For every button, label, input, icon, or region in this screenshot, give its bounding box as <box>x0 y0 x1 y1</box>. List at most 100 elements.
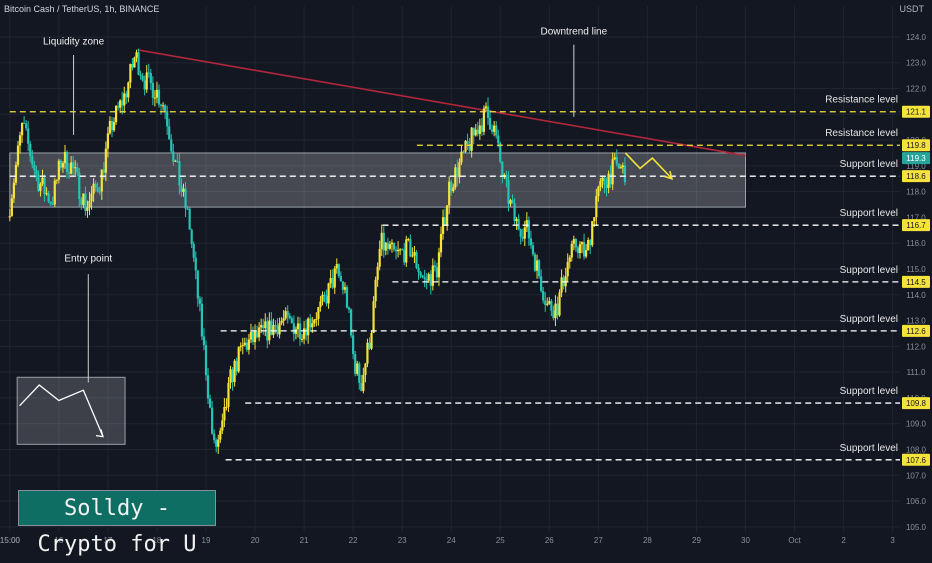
price-tick: 105.0 <box>906 523 927 532</box>
candle-body <box>37 174 40 191</box>
candle-body <box>411 255 414 257</box>
level-label: Resistance level <box>825 128 898 139</box>
candle-body <box>343 287 347 290</box>
price-tick: 112.0 <box>906 342 926 351</box>
candle-body <box>425 279 428 281</box>
candle-body <box>294 329 298 334</box>
candle-body <box>251 331 255 343</box>
level-price-tag <box>902 105 930 118</box>
candle-body <box>76 167 79 173</box>
candle-body <box>296 323 300 330</box>
candle-body <box>507 179 510 204</box>
level-label: Support level <box>840 159 898 170</box>
candle-body <box>380 232 383 249</box>
candle-body <box>98 191 101 193</box>
candle-body <box>184 188 187 209</box>
candle-body <box>356 363 359 374</box>
downtrend-line <box>137 49 746 157</box>
candle-body <box>599 180 602 187</box>
candle-body <box>544 300 547 305</box>
level-price-text: 109.8 <box>906 399 927 408</box>
candle-body <box>509 200 512 204</box>
time-tick: 3 <box>890 536 895 545</box>
level-label: Support level <box>840 386 898 397</box>
projection-arrowhead <box>664 170 674 180</box>
example-pattern-line <box>19 384 104 437</box>
candle-body <box>431 265 434 286</box>
current-price-tag <box>902 152 930 165</box>
level-price-text: 118.6 <box>906 172 926 181</box>
candle-body <box>476 129 479 134</box>
candle-body <box>137 52 140 75</box>
candle-body <box>133 57 136 68</box>
price-tick: 118.0 <box>906 188 926 197</box>
candle-body <box>429 274 432 286</box>
candle-body <box>360 382 363 391</box>
downtrend-line-label: Downtrend line <box>540 26 607 37</box>
candle-body <box>384 242 387 251</box>
candle-body <box>378 248 381 267</box>
candle-body <box>347 307 351 310</box>
candle-body <box>499 143 502 162</box>
candle-body <box>196 270 199 299</box>
candle-body <box>213 433 216 441</box>
symbol-title: Bitcoin Cash / TetherUS, 1h, BINANCE <box>4 4 160 14</box>
price-tick: 111.0 <box>907 368 926 377</box>
level-label: Support level <box>840 265 898 276</box>
candle-body <box>495 125 498 136</box>
candle-body <box>155 89 159 98</box>
candle-body <box>260 325 263 328</box>
candle-body <box>403 249 406 263</box>
candle-body <box>39 183 42 191</box>
candle-body <box>102 169 105 173</box>
candle-body <box>208 398 212 408</box>
candle-body <box>513 203 516 222</box>
candle-body <box>321 294 324 302</box>
level-price-tag <box>902 139 930 152</box>
price-chart[interactable]: Resistance level Resistance level Support … <box>0 0 932 550</box>
candle-body <box>601 177 604 181</box>
candle-body <box>241 345 244 347</box>
candle-body <box>317 306 320 319</box>
candle-body <box>16 145 20 165</box>
candle-body <box>33 164 36 170</box>
time-tick: 17 <box>103 536 112 545</box>
candle-body <box>460 151 463 163</box>
candle-body <box>613 157 616 160</box>
candle-body <box>621 165 624 168</box>
price-axis[interactable]: 124.0123.0122.0121.0120.0119.0118.0117.0… <box>900 0 932 550</box>
time-axis-background <box>0 532 932 550</box>
candle-body <box>421 275 424 278</box>
candle-body <box>589 239 592 246</box>
candle-body <box>166 111 169 127</box>
candle-body <box>538 260 541 277</box>
candle-body <box>374 279 377 302</box>
candle-body <box>466 140 469 145</box>
time-axis[interactable]: 15:00161718192021222324252627282930Oct23… <box>0 532 932 550</box>
candle-body <box>53 180 56 205</box>
candle-body <box>114 106 118 123</box>
candle-body <box>611 159 614 185</box>
candle-body <box>70 162 73 174</box>
candle-body <box>339 275 342 282</box>
candle-body <box>221 420 224 431</box>
candle-body <box>172 151 175 162</box>
candle-body <box>407 239 410 241</box>
candle-body <box>331 277 334 288</box>
candle-body <box>456 167 459 178</box>
candle-body <box>237 347 240 372</box>
candle-body <box>78 172 81 199</box>
candle-body <box>219 430 222 440</box>
annotations: Liquidity zone Downtrend line Entry point <box>43 26 608 383</box>
candle-body <box>515 218 518 222</box>
candle-body <box>264 321 267 329</box>
candle-body <box>548 300 551 304</box>
candle-body <box>18 135 22 146</box>
time-tick: 30 <box>741 536 750 545</box>
candle-body <box>464 140 467 152</box>
candle-body <box>174 160 177 162</box>
candle-body <box>231 369 234 383</box>
liquidity-zone-label: Liquidity zone <box>43 37 105 48</box>
candle-body <box>280 320 283 324</box>
candle-body <box>550 300 553 311</box>
